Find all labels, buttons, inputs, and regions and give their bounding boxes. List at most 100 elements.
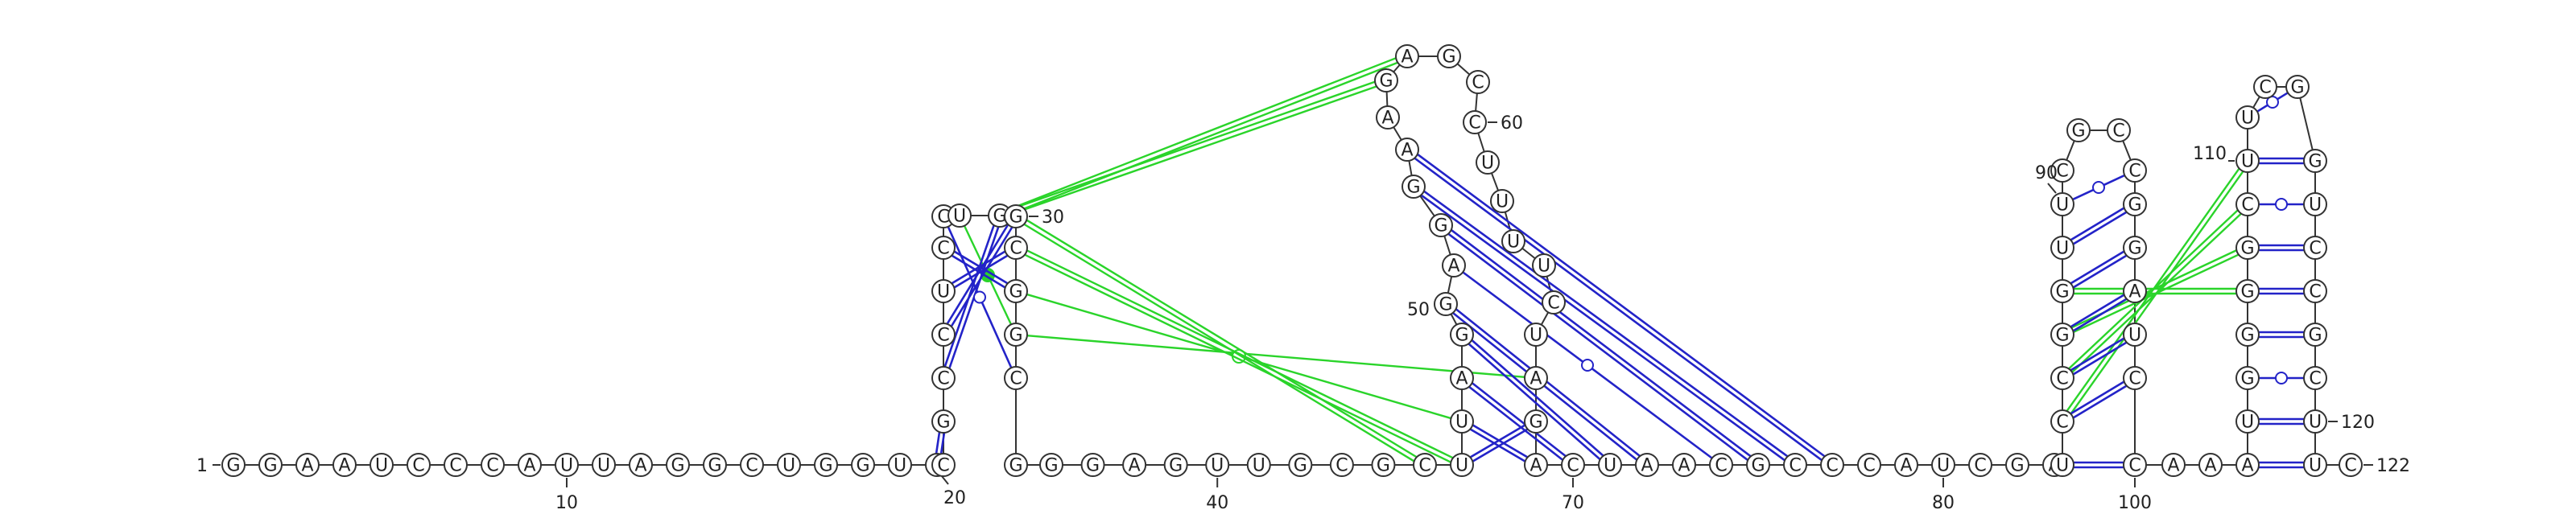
nucleotide-base: U: [1538, 257, 1550, 277]
nucleotide-base: G: [2055, 282, 2069, 302]
nucleotide-base: C: [2112, 121, 2124, 142]
nucleotide-circle: [740, 453, 764, 477]
nucleotide: U: [555, 453, 579, 477]
nucleotide: C: [1709, 453, 1733, 477]
nucleotide-base: C: [412, 456, 424, 476]
nucleotide-base: G: [1044, 456, 1058, 476]
nucleotide: G: [814, 453, 838, 477]
nucleotide-circle: [931, 366, 956, 390]
nucleotide: A: [1524, 366, 1548, 390]
watson-crick-pair: [1472, 382, 1567, 458]
watson-crick-pair: [953, 250, 1009, 285]
nucleotide-circle: [2198, 453, 2223, 477]
nucleotide: U: [1450, 409, 1474, 434]
nucleotide-circle: [931, 323, 956, 347]
nucleotide-circle: [1434, 292, 1458, 316]
watson-crick-pair: [2070, 294, 2125, 328]
nucleotide-base: U: [2309, 456, 2322, 476]
nucleotide: A: [1376, 105, 1400, 130]
nucleotide: G: [1288, 453, 1313, 477]
nucleotide: C: [2303, 236, 2327, 260]
nucleotide: U: [2050, 453, 2074, 477]
nucleotide-base: C: [745, 456, 758, 476]
nucleotide-base: U: [894, 456, 906, 476]
nucleotide-circle: [888, 453, 912, 477]
nucleotide-base: U: [375, 456, 388, 476]
watson-crick-pair: [1414, 157, 1823, 462]
nucleotide-circle: [2235, 409, 2260, 434]
nucleotide-base: G: [1009, 208, 1022, 228]
nucleotide-circle: [703, 453, 727, 477]
watson-crick-pair: [953, 254, 1009, 289]
nucleotide-base: U: [1253, 456, 1265, 476]
nucleotide-base: C: [2309, 369, 2321, 389]
nucleotides: GGAAUCCCAUUAGGCUGGUCCGCCUCCUGGCGGCGGGAGU…: [221, 44, 2363, 477]
watson-crick-pair: [2070, 337, 2125, 372]
nucleotide-base: A: [2128, 282, 2140, 302]
wobble-pair-marker: [2275, 372, 2288, 384]
nucleotide: G: [1746, 453, 1770, 477]
nucleotide-circle: [481, 453, 505, 477]
nucleotide-circle: [1395, 138, 1419, 162]
nucleotide: G: [2050, 279, 2074, 303]
nucleotide-base: G: [226, 456, 240, 476]
nucleotide-circle: [2235, 323, 2260, 347]
nucleotide: U: [592, 453, 616, 477]
nucleotide-circle: [1374, 68, 1398, 92]
nucleotide-circle: [1163, 453, 1188, 477]
nucleotide-base: U: [2241, 109, 2254, 129]
nucleotide: A: [1672, 453, 1696, 477]
nucleotide: C: [2123, 158, 2147, 183]
nucleotide-circle: [2235, 279, 2260, 303]
nucleotide-circle: [1450, 453, 1474, 477]
nucleotide-circle: [1429, 213, 1453, 237]
nucleotide-base: A: [1641, 456, 1653, 476]
nucleotide-circle: [221, 453, 246, 477]
nucleotide-circle: [1004, 366, 1028, 390]
nucleotide: A: [295, 453, 320, 477]
nucleotide-base: U: [2241, 413, 2254, 433]
nucleotide-base: A: [1455, 369, 1468, 389]
nucleotide-base: U: [2309, 195, 2322, 216]
nucleotide-base: U: [2241, 152, 2254, 172]
nucleotide-base: G: [1439, 295, 1452, 315]
nucleotide-circle: [2066, 118, 2091, 142]
nucleotide-circle: [1783, 453, 1807, 477]
position-tick: [2047, 183, 2057, 194]
nucleotide-circle: [2303, 323, 2327, 347]
nucleotide-base: G: [1379, 72, 1393, 92]
watson-crick-pair: [1469, 424, 1526, 458]
nucleotide-circle: [1968, 453, 1992, 477]
watson-crick-pair: [1451, 229, 1752, 458]
nucleotide-base: G: [2240, 239, 2254, 259]
watson-crick-pair: [1447, 232, 1748, 461]
watson-crick-pair: [1471, 339, 1604, 457]
nucleotide-base: C: [2309, 239, 2321, 259]
nucleotide-circle: [555, 453, 579, 477]
nucleotide: G: [2123, 192, 2147, 216]
nucleotide-circle: [2123, 366, 2147, 390]
nucleotide-circle: [2285, 75, 2310, 99]
nucleotide-base: C: [1863, 456, 1875, 476]
nucleotide: U: [1490, 189, 1514, 213]
nucleotide-base: U: [782, 456, 795, 476]
nucleotide: C: [1542, 290, 1566, 314]
watson-crick-pair: [2070, 207, 2125, 241]
nucleotide-base: C: [2128, 369, 2140, 389]
nucleotide: A: [1450, 366, 1474, 390]
base-pairs: [935, 92, 2304, 469]
nucleotide-base: A: [1381, 109, 1393, 129]
nucleotide: A: [1122, 453, 1147, 477]
nucleotide: U: [1476, 150, 1500, 175]
nucleotide: C: [2123, 453, 2147, 477]
nucleotide: G: [2050, 323, 2074, 347]
nucleotide: G: [1524, 409, 1548, 434]
nucleotide-base: G: [2240, 282, 2254, 302]
nucleotide: G: [2235, 279, 2260, 303]
nucleotide: G: [2303, 149, 2327, 173]
nucleotide-base: A: [523, 456, 535, 476]
tertiary-pair: [1010, 85, 1377, 216]
nucleotide: C: [444, 453, 468, 477]
nucleotide: C: [2303, 366, 2327, 390]
nucleotide-circle: [1437, 44, 1461, 68]
